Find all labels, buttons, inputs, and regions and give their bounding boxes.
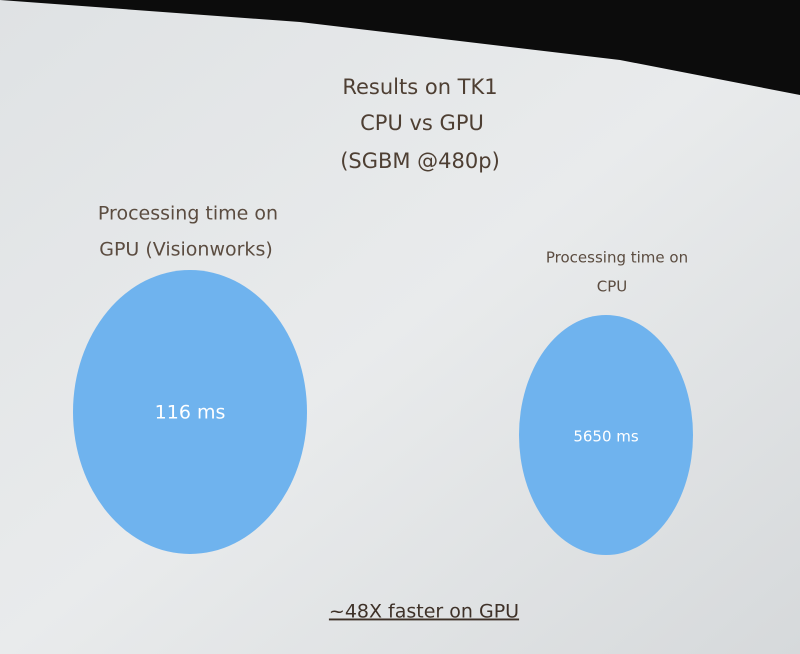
panel-label: CPU (597, 278, 628, 296)
panel-value: 5650 ms (573, 428, 639, 446)
title-line: CPU vs GPU (360, 111, 484, 135)
dark-corner (0, 0, 800, 95)
panel-label: GPU (Visionworks) (99, 239, 273, 261)
title-line: (SGBM @480p) (340, 149, 500, 173)
title-line: Results on TK1 (342, 75, 497, 99)
panel-label: Processing time on (98, 203, 278, 225)
cpu-circle (519, 315, 693, 555)
panel-value: 116 ms (155, 402, 226, 424)
panel-label: Processing time on (546, 249, 688, 267)
gpu-circle (73, 270, 307, 554)
footer-note: ~48X faster on GPU (329, 601, 519, 623)
